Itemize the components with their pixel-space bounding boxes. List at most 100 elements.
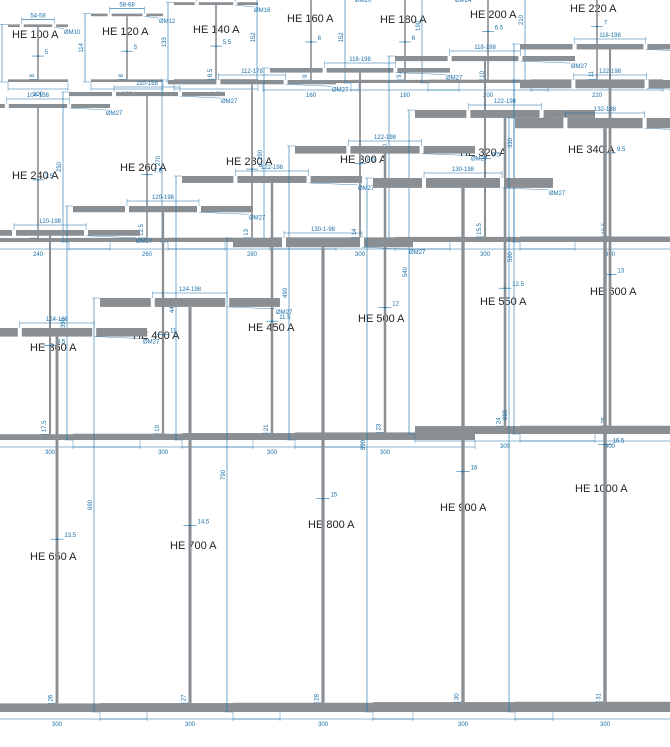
bolt-leader: [198, 212, 250, 215]
web: [310, 0, 312, 81]
bottom-flange: [415, 426, 595, 434]
web-thickness-label: 5: [45, 50, 49, 56]
web-thickness-label: 13.5: [64, 533, 76, 539]
bolt-hole-right: [142, 13, 147, 17]
width-label: 300: [318, 722, 329, 728]
flange-thickness-label: 8: [119, 73, 125, 77]
height-label: 96: [0, 49, 2, 56]
width-label: 300: [605, 444, 616, 450]
web-thickness-dot: [56, 538, 58, 541]
width-label: 300: [267, 450, 278, 456]
web-thickness-label: 9.5: [492, 152, 501, 158]
web-thickness-label: 5: [134, 45, 138, 51]
web-thickness-dot: [462, 470, 464, 473]
profile-title: HE 600 A: [590, 286, 637, 298]
web-thickness-dot: [146, 173, 148, 176]
web: [270, 182, 274, 434]
web-thickness-dot: [162, 333, 164, 336]
web-thickness-label: 16: [471, 466, 478, 472]
bottom-flange: [515, 701, 670, 712]
width-label: 300: [500, 444, 511, 450]
bottom-flange: [233, 702, 413, 712]
gauge-label: 124-198: [179, 287, 202, 293]
top-flange: [91, 13, 163, 17]
web-thickness-dot: [251, 168, 253, 171]
bolt-hole-left: [4, 103, 9, 109]
web-thickness-label: 14.5: [198, 520, 210, 526]
flange-thickness-label: 26: [49, 694, 55, 701]
width-label: 200: [483, 93, 494, 99]
profile-title: HE 500 A: [358, 313, 405, 325]
bolt-hole-right: [84, 229, 88, 237]
bolt-leader: [69, 107, 107, 111]
bolt-hole-right: [393, 67, 398, 74]
bolt-label: ØM27: [471, 157, 488, 163]
profile-title: HE 200 A: [470, 9, 517, 21]
bolt-label: ØM24: [455, 0, 472, 4]
height-label: 690: [88, 499, 94, 510]
profile-title: HE 180 A: [380, 14, 427, 26]
profile-title: HE 340 A: [568, 144, 615, 156]
width-label: 300: [45, 450, 56, 456]
web-thickness-dot: [49, 344, 51, 347]
web-thickness-label: 13: [617, 269, 624, 275]
profile-title: HE 240 A: [12, 170, 59, 182]
bolt-hole-right: [178, 91, 182, 97]
bolt-leader: [179, 95, 222, 99]
width-label: 300: [600, 722, 611, 728]
profile-title: HE 800 A: [308, 519, 355, 531]
bottom-flange: [351, 79, 459, 83]
profile-title: HE 120 A: [102, 26, 149, 38]
bolt-hole-right: [518, 55, 523, 62]
gauge-label: 124-198: [46, 317, 69, 323]
gauge-label: 122-198: [374, 135, 397, 141]
flange-thickness-label: 13: [244, 228, 250, 235]
top-flange: [0, 328, 147, 337]
height-label: 270: [156, 155, 162, 166]
bolt-hole-right: [539, 109, 544, 119]
web-thickness-dot: [604, 443, 606, 446]
bolt-leader: [361, 247, 410, 250]
web: [596, 0, 598, 80]
bolt-hole-right: [306, 175, 311, 184]
flange-thickness-label: 9: [303, 74, 309, 78]
bolt-hole-right: [283, 79, 288, 85]
top-flange: [0, 104, 110, 108]
bolt-hole-left: [12, 229, 16, 237]
bottom-flange: [0, 434, 140, 440]
gauge-label: 118-198: [599, 33, 621, 39]
web: [251, 84, 253, 238]
bottom-flange: [69, 237, 225, 242]
gauge-label: 130-198: [452, 167, 475, 173]
bottom-flange: [8, 79, 68, 82]
flange-thickness-label: 9.5: [397, 69, 403, 78]
web: [321, 247, 325, 703]
bolt-label: ØM27: [143, 340, 160, 346]
web: [359, 72, 361, 238]
top-flange: [373, 178, 553, 188]
bolt-hole-left: [216, 79, 221, 85]
bolt-label: ØM10: [64, 30, 81, 36]
web-thickness-dot: [404, 41, 406, 43]
top-flange: [395, 56, 575, 62]
profile-title: HE 650 A: [30, 551, 77, 563]
top-flange: [520, 44, 670, 50]
flange-thickness-label: 15.5: [477, 223, 483, 235]
profile-he-120-a: HE 120 A58-68ØM1211485120: [79, 3, 176, 98]
web-thickness-label: 9.5: [57, 340, 66, 346]
bolt-label: ØM27: [136, 239, 153, 245]
bolt-label: ØM20: [355, 0, 372, 4]
bolt-label: ØM27: [446, 76, 463, 82]
bolt-label: ØM16: [254, 8, 271, 14]
height-label: 250: [57, 161, 63, 172]
gauge-label: 130-1-98: [311, 227, 336, 233]
bolt-hole-left: [563, 117, 568, 129]
height-label: 490: [283, 287, 289, 298]
bolt-hole-left: [112, 91, 116, 97]
bolt-leader: [644, 128, 670, 130]
height-label: 330: [508, 137, 514, 148]
bolt-leader: [85, 235, 137, 238]
bolt-hole-left: [150, 297, 155, 308]
